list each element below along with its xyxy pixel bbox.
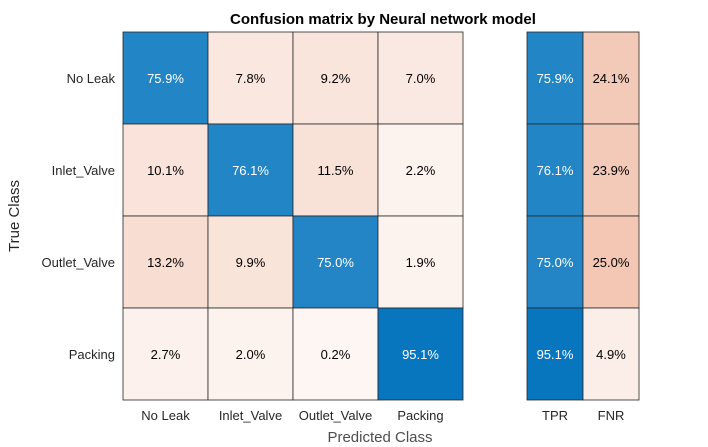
matrix-cell: [377, 215, 464, 309]
column-tick-label: No Leak: [141, 408, 190, 423]
x-axis-label: Predicted Class: [327, 429, 432, 446]
matrix-cell-value: 11.5%: [318, 163, 354, 178]
matrix-cell: [207, 215, 294, 309]
summary-cells: 75.9% 24.1% 76.1% 23.9% 75.0% 25.0% 95.1% 4.9%: [526, 31, 640, 401]
matrix-cell-value: 95.1%: [402, 347, 439, 362]
tpr-cell-value: 75.9%: [537, 71, 574, 86]
matrix-cell-value: 7.8%: [236, 71, 266, 86]
matrix-cell-value: 1.9%: [406, 255, 436, 270]
column-tick-label: Inlet_Valve: [219, 408, 282, 423]
matrix-cell: [377, 123, 464, 217]
matrix-cell: [292, 31, 379, 125]
fnr-cell: [582, 215, 640, 309]
matrix-cell: [207, 307, 294, 401]
fnr-cell-value: 4.9%: [596, 347, 626, 362]
tpr-cell: [526, 215, 584, 309]
tpr-cell: [526, 307, 584, 401]
matrix-cell: [207, 123, 294, 217]
matrix-cell-value: 2.0%: [236, 347, 266, 362]
matrix-cell: [122, 123, 209, 217]
row-labels: No Leak Inlet_Valve Outlet_Valve Packing: [42, 71, 116, 362]
column-tick-label: Packing: [397, 408, 443, 423]
fnr-cell-value: 23.9%: [593, 163, 630, 178]
matrix-cell: [292, 307, 379, 401]
chart-title: Confusion matrix by Neural network model: [230, 11, 536, 28]
matrix-cell-value: 10.1%: [147, 163, 184, 178]
tpr-cell: [526, 31, 584, 125]
matrix-cell: [207, 31, 294, 125]
tpr-cell: [526, 123, 584, 217]
matrix-cell-value: 2.7%: [151, 347, 181, 362]
fnr-cell-value: 25.0%: [593, 255, 630, 270]
fnr-cell: [582, 123, 640, 217]
fnr-cell: [582, 307, 640, 401]
matrix-cell-value: 75.9%: [147, 71, 184, 86]
matrix-cell-value: 9.9%: [236, 255, 266, 270]
matrix-cell: [377, 31, 464, 125]
column-tick-label: Outlet_Valve: [299, 408, 372, 423]
matrix-cell-value: 7.0%: [406, 71, 436, 86]
summary-column-label: TPR: [542, 408, 568, 423]
fnr-cell: [582, 31, 640, 125]
matrix-cell-value: 9.2%: [321, 71, 351, 86]
column-labels: No Leak Inlet_Valve Outlet_Valve Packing TPR…: [141, 408, 624, 423]
matrix-cell-value: 0.2%: [321, 347, 351, 362]
tpr-cell-value: 95.1%: [537, 347, 574, 362]
matrix-cell: [122, 31, 209, 125]
tpr-cell-value: 75.0%: [537, 255, 574, 270]
row-tick-label: No Leak: [67, 71, 116, 86]
row-tick-label: Packing: [69, 347, 115, 362]
matrix-cell: [122, 307, 209, 401]
matrix-cell: [377, 307, 464, 401]
row-tick-label: Outlet_Valve: [42, 255, 115, 270]
y-axis-label: True Class: [6, 180, 23, 252]
matrix-cell-value: 76.1%: [232, 163, 269, 178]
fnr-cell-value: 24.1%: [593, 71, 630, 86]
matrix-cell-value: 2.2%: [406, 163, 436, 178]
row-tick-label: Inlet_Valve: [52, 163, 115, 178]
matrix-cell-value: 13.2%: [147, 255, 184, 270]
matrix-cells: 75.9% 7.8% 9.2% 7.0% 10.1% 76.1% 11.5% 2.2% 13.2…: [122, 31, 464, 401]
matrix-cell-value: 75.0%: [317, 255, 354, 270]
tpr-cell-value: 76.1%: [537, 163, 574, 178]
summary-column-label: FNR: [598, 408, 625, 423]
